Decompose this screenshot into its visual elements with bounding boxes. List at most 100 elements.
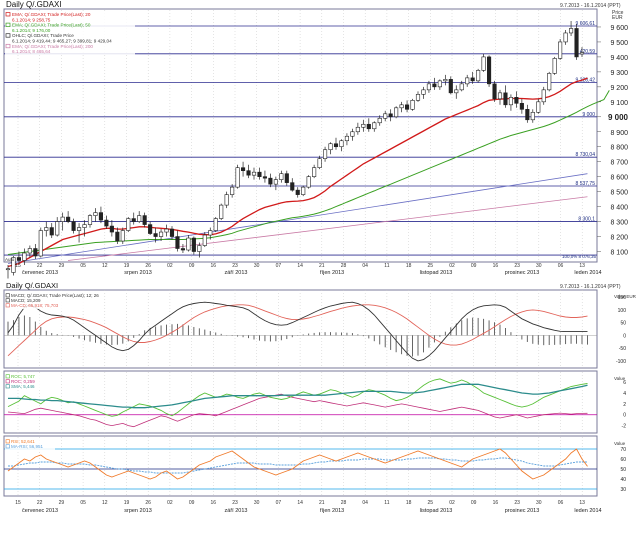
rsi-legend-bg	[5, 438, 55, 450]
candle-body	[71, 221, 76, 231]
candle-body	[66, 216, 71, 222]
x-tick-label: 29	[59, 500, 65, 506]
macd-y-tick-label: -50	[619, 346, 626, 352]
candle-body	[355, 126, 360, 133]
roc-vertical-grid	[17, 372, 583, 433]
candle-body	[257, 171, 262, 177]
x-month-label: září 2013	[225, 270, 248, 276]
main-legend-bg	[5, 11, 135, 55]
candle-body	[541, 89, 546, 103]
x-tick-label: 28	[341, 263, 347, 269]
legend-swatch	[5, 439, 10, 444]
candle-body	[104, 219, 109, 227]
candle-body	[372, 122, 377, 130]
candle-body	[224, 194, 229, 206]
rsi-series	[4, 448, 597, 490]
x-month-label: leden 2014	[574, 508, 601, 514]
roc-secondary-line	[7, 393, 588, 428]
price-level-label: 9 420,59	[576, 49, 596, 55]
candle-body	[383, 113, 388, 119]
candle-body	[344, 135, 349, 142]
candle-body	[503, 92, 508, 106]
candle-body	[197, 245, 202, 252]
x-tick-label: 09	[471, 263, 477, 269]
candle-body	[279, 173, 284, 180]
candle-body	[328, 143, 333, 151]
macd-legend-entry: MACD; 15,209	[11, 298, 41, 303]
main-y-tick-label: 9 400	[610, 55, 628, 62]
x-tick-label: 12	[102, 500, 108, 506]
candle-body	[186, 237, 191, 251]
candle-body	[443, 79, 448, 82]
rsi-y-tick-label: 60	[620, 457, 626, 463]
candle-body	[350, 131, 355, 137]
candle-body	[11, 257, 16, 273]
candle-body	[87, 215, 93, 225]
candle-body	[164, 228, 169, 233]
candle-body	[421, 89, 426, 95]
candle-body	[5, 268, 11, 271]
candle-body	[448, 79, 453, 94]
main-indicator-lines	[7, 77, 610, 268]
candle-body	[497, 92, 503, 100]
candle-body	[525, 109, 530, 121]
main-y-tick-label: 9 200	[610, 85, 628, 92]
x-tick-label: 09	[471, 500, 477, 506]
candle-body	[295, 189, 300, 195]
legend-swatch	[5, 374, 10, 379]
main-y-tick-label: 8 800	[610, 145, 628, 152]
candle-body	[251, 171, 257, 176]
x-tick-label: 07	[276, 263, 282, 269]
main-legend-entry: EMA; Q/.GDAXI; Trade Price(Last); 50	[12, 23, 91, 28]
candle-body	[109, 225, 114, 233]
x-tick-label: 30	[536, 500, 542, 506]
x-tick-label: 07	[276, 500, 282, 506]
rsi-legend-entry: MA-RSI; 56,951	[11, 444, 44, 449]
candle-body	[169, 228, 175, 237]
legend-swatch	[5, 303, 10, 308]
candle-body	[213, 218, 218, 231]
macd-y-axis: 150 100 50 0 -50 -100	[616, 295, 626, 365]
main-y-tick-label: 9 300	[610, 70, 628, 77]
candle-body	[208, 230, 213, 236]
candle-body	[268, 177, 273, 185]
x-month-label: červenec 2013	[22, 270, 58, 276]
price-level-label: 9 228,42	[576, 78, 596, 84]
roc-y-axis: 6 4 2 0 -2	[622, 380, 627, 429]
candle-body	[131, 218, 136, 222]
candle-body	[317, 158, 322, 168]
candle-body	[437, 80, 442, 88]
rsi-y-tick-label: 40	[620, 477, 626, 483]
main-y-tick-label: 9 600	[610, 25, 628, 32]
candle-body	[415, 94, 421, 101]
main-legend-entry: 6.1.2014; 9 419,44; 9 465,27; 9 399,81; …	[12, 39, 112, 44]
x-tick-label: 05	[80, 500, 86, 506]
candle-body	[426, 83, 431, 91]
roc-sma-line	[8, 383, 588, 409]
candle-body	[137, 215, 142, 222]
price-candles	[5, 20, 585, 279]
macd-line	[7, 301, 588, 362]
x-tick-label: 25	[428, 263, 434, 269]
candle-body	[148, 224, 153, 234]
candle-body	[432, 83, 437, 88]
candle-body	[361, 123, 366, 128]
candle-body	[142, 215, 147, 225]
legend-swatch	[5, 12, 11, 17]
main-horizontal-levels: 9 606,61 9 420,59 9 228,42 9 000 8 730,04 8 5…	[4, 21, 597, 256]
roc-y-tick-label: 0	[623, 413, 626, 419]
bottom-x-axis: 15 22 29 05 12 19 26 02 09 16 23 30 07 14 21 28 04 11 18 25…	[15, 500, 601, 514]
roc-legend-bg	[5, 373, 51, 390]
candle-body	[33, 248, 38, 257]
price-level-label: 9 606,61	[576, 21, 596, 27]
x-tick-label: 16	[493, 500, 499, 506]
candle-body	[476, 70, 481, 82]
x-month-label: říjen 2013	[320, 508, 344, 514]
rsi-y-tick-label: 70	[620, 447, 626, 453]
candle-body	[82, 224, 87, 228]
roc-legend-entry: SMA; 5,446	[11, 384, 35, 389]
main-y-axis: 8 100 8 200 8 300 8 400 8 500 8 600 8 700 8 800…	[597, 25, 629, 257]
auto-scale-label: Auto	[5, 257, 15, 262]
x-tick-label: 15	[15, 263, 21, 269]
candle-body	[290, 182, 295, 191]
